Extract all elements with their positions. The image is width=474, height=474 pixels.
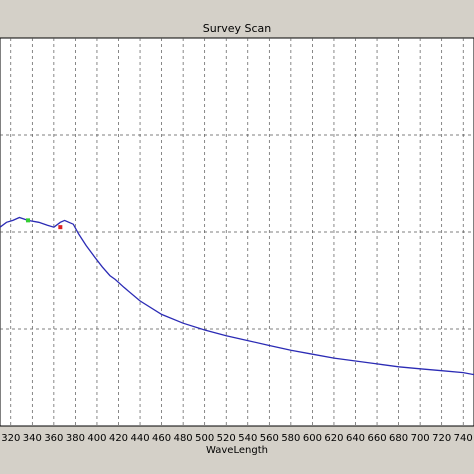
x-tick-label: 660 [367,433,386,444]
data-marker [26,218,31,223]
x-tick-label: 320 [1,433,20,444]
x-tick-label: 380 [66,433,85,444]
x-tick-label: 740 [454,433,473,444]
x-tick-label: 720 [432,433,451,444]
x-tick-label: 480 [174,433,193,444]
grid-layer [0,38,474,426]
x-tick-label: 680 [389,433,408,444]
x-tick-label: 360 [44,433,63,444]
series-layer [0,216,474,376]
x-tick-label: 500 [195,433,214,444]
chart-title: Survey Scan [202,22,272,35]
series-line [0,216,474,376]
x-tick-labels: 320 340 360 380 400 420 440 460 480 500 520 540 560 5… [1,433,473,444]
x-tick-label: 440 [130,433,149,444]
x-tick-label: 520 [217,433,236,444]
x-tick-label: 540 [238,433,257,444]
x-tick-label: 600 [303,433,322,444]
x-tick-label: 400 [87,433,106,444]
x-tick-label: 700 [411,433,430,444]
x-tick-label: 560 [260,433,279,444]
x-tick-label: 640 [346,433,365,444]
x-axis-label: WaveLength [206,445,268,456]
x-tick-label: 460 [152,433,171,444]
x-tick-label: 580 [281,433,300,444]
data-marker [58,225,63,230]
x-tick-label: 340 [23,433,42,444]
x-tick-label: 620 [324,433,343,444]
x-tick-label: 420 [109,433,128,444]
marker-layer [26,218,63,230]
